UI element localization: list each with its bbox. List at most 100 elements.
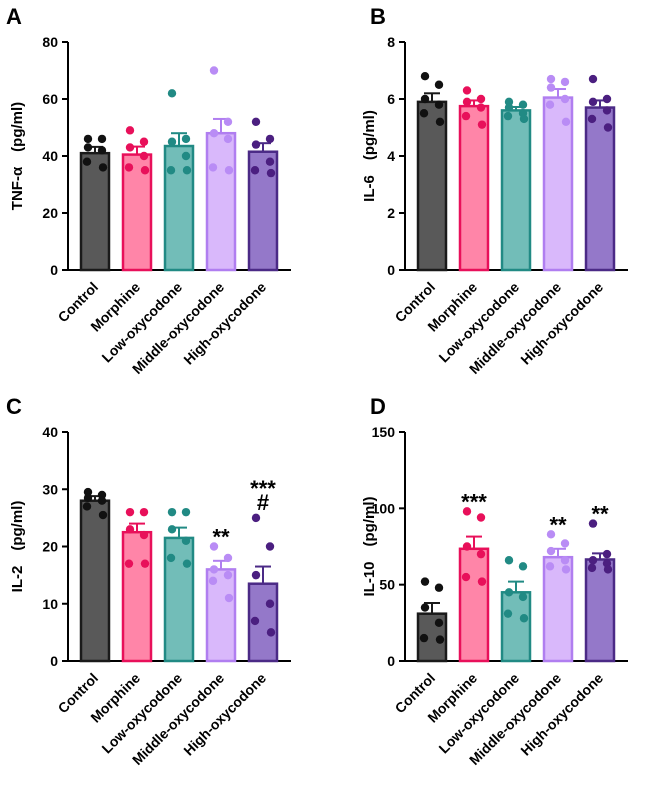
data-point	[251, 140, 261, 149]
data-point	[208, 163, 218, 172]
data-point	[182, 559, 192, 568]
y-axis-label: IL-10 (pg/ml)	[361, 496, 378, 596]
data-point	[560, 556, 570, 565]
data-point	[97, 134, 107, 144]
data-point	[140, 559, 150, 568]
data-point	[588, 97, 598, 107]
data-point	[503, 111, 513, 121]
data-point	[603, 565, 613, 574]
data-point	[250, 166, 260, 175]
data-point	[265, 542, 275, 551]
data-point	[518, 562, 528, 571]
data-point	[166, 166, 176, 175]
y-tick-label: 20	[42, 539, 58, 555]
y-tick-label: 40	[42, 148, 58, 164]
data-point	[476, 549, 486, 559]
bar-low-oxycodone	[163, 144, 195, 272]
data-point	[546, 530, 556, 539]
y-tick-label: 60	[42, 91, 58, 107]
y-axis-label: TNF-α (pg/ml)	[9, 102, 26, 210]
y-tick-label: 50	[379, 577, 395, 593]
data-point	[462, 507, 472, 516]
data-point	[125, 126, 135, 135]
data-point	[504, 556, 514, 565]
data-point	[139, 530, 149, 540]
data-point	[97, 496, 107, 505]
y-tick-label: 40	[42, 424, 58, 440]
data-point	[140, 166, 150, 175]
data-point	[504, 588, 514, 597]
significance-stars: ***	[250, 476, 276, 501]
y-tick-label: 0	[50, 262, 58, 278]
data-point	[602, 549, 612, 559]
data-point	[434, 618, 444, 628]
data-point	[476, 103, 486, 112]
significance-hash: #	[257, 490, 269, 515]
y-tick-label: 0	[387, 653, 395, 669]
y-tick-label: 2	[387, 205, 395, 221]
data-point	[209, 542, 219, 551]
panel-letter: C	[6, 394, 22, 419]
data-point	[518, 592, 528, 602]
data-point	[461, 572, 471, 582]
data-point	[545, 100, 555, 109]
y-tick-label: 8	[387, 34, 395, 50]
data-point	[546, 74, 556, 84]
bar-middle-oxycodone	[205, 131, 237, 272]
data-point	[560, 94, 570, 104]
data-point	[434, 80, 444, 89]
data-point	[167, 507, 177, 517]
data-point	[209, 129, 219, 138]
data-point	[223, 570, 233, 580]
data-point	[560, 539, 570, 548]
data-point	[435, 635, 445, 644]
data-point	[587, 563, 597, 573]
data-point	[181, 536, 191, 545]
data-point	[125, 525, 135, 534]
data-point	[266, 168, 276, 178]
bar-morphine	[458, 547, 490, 663]
data-point	[167, 89, 177, 98]
data-point	[223, 553, 233, 563]
data-point	[476, 94, 486, 104]
panel-letter: B	[370, 4, 386, 29]
data-point	[419, 109, 429, 118]
data-point	[518, 100, 528, 109]
data-point	[602, 94, 612, 104]
data-point	[503, 609, 513, 618]
y-axis-label: IL-2 (pg/ml)	[9, 501, 26, 593]
data-point	[125, 143, 135, 152]
chart-panel-c: CIL-2 (pg/ml)010203040ControlMorphineLow…	[6, 394, 291, 768]
data-point	[588, 556, 598, 565]
y-tick-label: 10	[42, 596, 58, 612]
bar-control	[416, 100, 448, 272]
bar-morphine	[121, 530, 153, 663]
bar-high-oxycodone	[584, 558, 616, 663]
data-point	[223, 134, 233, 144]
panel-letter: D	[370, 394, 386, 419]
data-point	[82, 502, 92, 511]
bar-middle-oxycodone	[542, 555, 574, 663]
data-point	[223, 117, 233, 127]
bar-high-oxycodone	[584, 106, 616, 272]
data-point	[265, 157, 275, 166]
bar-middle-oxycodone	[542, 96, 574, 272]
data-point	[434, 583, 444, 592]
data-point	[125, 507, 135, 517]
data-point	[561, 117, 571, 127]
data-point	[434, 100, 444, 109]
data-point	[461, 111, 471, 121]
bar-control	[79, 151, 111, 272]
data-point	[545, 562, 555, 571]
data-point	[139, 151, 149, 161]
data-point	[209, 565, 219, 574]
y-tick-label: 0	[387, 262, 395, 278]
data-point	[266, 628, 276, 637]
data-point	[560, 77, 570, 87]
bar-morphine	[458, 104, 490, 272]
panel-letter: A	[6, 4, 22, 29]
significance-stars: **	[549, 512, 567, 537]
data-point	[224, 166, 234, 175]
significance-stars: **	[591, 502, 609, 527]
y-tick-label: 6	[387, 91, 395, 107]
